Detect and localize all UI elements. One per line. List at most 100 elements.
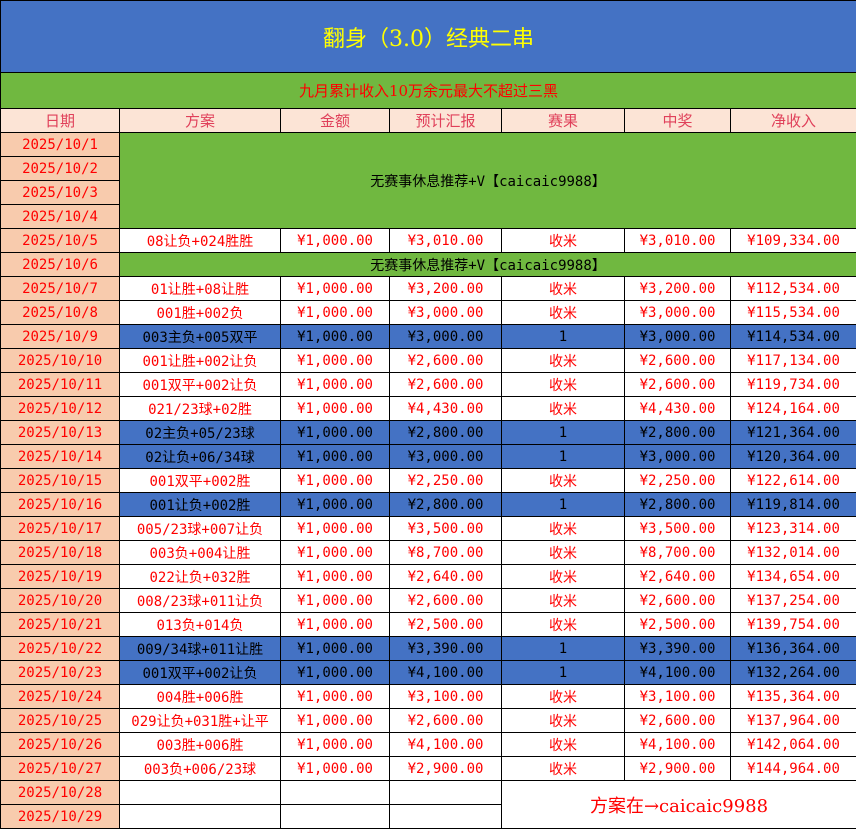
amount-cell: ¥1,000.00 [280, 444, 390, 469]
result-cell: 收米 [501, 228, 625, 253]
table-row-empty: 2025/10/29 [0, 804, 856, 829]
result-cell: 1 [501, 324, 625, 349]
table-row-rest: 2025/10/2 [0, 156, 856, 181]
date-cell: 2025/10/21 [0, 612, 120, 637]
date-cell: 2025/10/3 [0, 180, 120, 205]
expected-cell [389, 780, 502, 805]
expected-cell: ¥3,200.00 [389, 276, 502, 301]
amount-cell [280, 804, 390, 829]
plan-cell: 01让胜+08让胜 [119, 276, 281, 301]
expected-cell: ¥4,100.00 [389, 660, 502, 685]
table-row: 2025/10/5 08让负+024胜胜 ¥1,000.00 ¥3,010.00 收米 ¥… [0, 228, 856, 253]
plan-cell: 022让负+032胜 [119, 564, 281, 589]
date-cell: 2025/10/23 [0, 660, 120, 685]
expected-cell: ¥3,100.00 [389, 684, 502, 709]
plan-cell: 003主负+005双平 [119, 324, 281, 349]
plan-cell: 003负+006/23球 [119, 756, 281, 781]
expected-cell [389, 804, 502, 829]
plan-cell [119, 804, 281, 829]
header-result: 赛果 [501, 108, 625, 133]
date-cell: 2025/10/13 [0, 420, 120, 445]
date-cell: 2025/10/7 [0, 276, 120, 301]
net-cell: ¥139,754.00 [729, 612, 856, 637]
win-cell: ¥3,100.00 [624, 684, 731, 709]
win-cell: ¥2,600.00 [624, 588, 731, 613]
table-row-empty: 2025/10/28 方案在→caicaic9988 [0, 780, 856, 829]
net-cell: ¥112,534.00 [729, 276, 856, 301]
net-cell: ¥117,134.00 [729, 348, 856, 373]
date-cell: 2025/10/22 [0, 636, 120, 661]
date-cell: 2025/10/9 [0, 324, 120, 349]
win-cell: ¥2,250.00 [624, 468, 731, 493]
date-cell: 2025/10/27 [0, 756, 120, 781]
amount-cell: ¥1,000.00 [280, 540, 390, 565]
plan-cell: 005/23球+007让负 [119, 516, 281, 541]
amount-cell: ¥1,000.00 [280, 636, 390, 661]
expected-cell: ¥2,600.00 [389, 708, 502, 733]
amount-cell: ¥1,000.00 [280, 564, 390, 589]
win-cell: ¥2,800.00 [624, 492, 731, 517]
expected-cell: ¥2,600.00 [389, 588, 502, 613]
net-cell: ¥136,364.00 [729, 636, 856, 661]
net-cell: ¥124,164.00 [729, 396, 856, 421]
header-expected: 预计汇报 [389, 108, 502, 133]
table-row-rest: 2025/10/1 无赛事休息推荐+V【caicaic9988】 [0, 132, 856, 229]
win-cell: ¥2,600.00 [624, 372, 731, 397]
date-cell: 2025/10/25 [0, 708, 120, 733]
date-cell: 2025/10/17 [0, 516, 120, 541]
plan-cell: 001双平+002胜 [119, 468, 281, 493]
amount-cell: ¥1,000.00 [280, 276, 390, 301]
win-cell: ¥3,390.00 [624, 636, 731, 661]
win-cell: ¥2,800.00 [624, 420, 731, 445]
result-cell: 收米 [501, 564, 625, 589]
plan-cell: 02主负+05/23球 [119, 420, 281, 445]
win-cell: ¥3,000.00 [624, 324, 731, 349]
date-cell: 2025/10/2 [0, 156, 120, 181]
win-cell: ¥4,430.00 [624, 396, 731, 421]
rest-notice: 无赛事休息推荐+V【caicaic9988】 [118, 132, 856, 229]
table-row: 2025/10/20 008/23球+011让负 ¥1,000.00 ¥2,600.0… [0, 588, 856, 613]
result-cell: 收米 [501, 396, 625, 421]
amount-cell [280, 780, 390, 805]
result-cell: 收米 [501, 372, 625, 397]
table-row: 2025/10/7 01让胜+08让胜 ¥1,000.00 ¥3,200.00 收米 ¥3… [0, 276, 856, 301]
net-cell: ¥122,614.00 [729, 468, 856, 493]
win-cell: ¥2,600.00 [624, 348, 731, 373]
win-cell: ¥2,900.00 [624, 756, 731, 781]
amount-cell: ¥1,000.00 [280, 708, 390, 733]
amount-cell: ¥1,000.00 [280, 588, 390, 613]
amount-cell: ¥1,000.00 [280, 372, 390, 397]
amount-cell: ¥1,000.00 [280, 684, 390, 709]
plan-cell: 08让负+024胜胜 [119, 228, 281, 253]
net-cell: ¥132,014.00 [729, 540, 856, 565]
subtitle-banner: 九月累计收入10万余元最大不超过三黑 [0, 72, 856, 109]
date-cell: 2025/10/1 [0, 132, 120, 157]
table-row: 2025/10/24 004胜+006胜 ¥1,000.00 ¥3,100.00 收米 ¥… [0, 684, 856, 709]
net-cell: ¥137,254.00 [729, 588, 856, 613]
table-row: 2025/10/9 003主负+005双平 ¥1,000.00 ¥3,000.00 1 ¥… [0, 324, 856, 349]
result-cell: 1 [501, 660, 625, 685]
date-cell: 2025/10/5 [0, 228, 120, 253]
plan-cell: 001双平+002让负 [119, 372, 281, 397]
amount-cell: ¥1,000.00 [280, 420, 390, 445]
table-row: 2025/10/11 001双平+002让负 ¥1,000.00 ¥2,600.00 收… [0, 372, 856, 397]
expected-cell: ¥3,000.00 [389, 324, 502, 349]
expected-cell: ¥3,000.00 [389, 444, 502, 469]
amount-cell: ¥1,000.00 [280, 468, 390, 493]
expected-cell: ¥3,500.00 [389, 516, 502, 541]
table-row: 2025/10/16 001让负+002胜 ¥1,000.00 ¥2,800.00 1 ¥… [0, 492, 856, 517]
plan-cell: 004胜+006胜 [119, 684, 281, 709]
date-cell: 2025/10/19 [0, 564, 120, 589]
table-row: 2025/10/14 02让负+06/34球 ¥1,000.00 ¥3,000.00 1… [0, 444, 856, 469]
date-cell: 2025/10/8 [0, 300, 120, 325]
net-cell: ¥115,534.00 [729, 300, 856, 325]
date-cell: 2025/10/4 [0, 204, 120, 229]
result-cell: 收米 [501, 276, 625, 301]
expected-cell: ¥2,640.00 [389, 564, 502, 589]
header-amount: 金额 [280, 108, 390, 133]
plan-cell: 001胜+002负 [119, 300, 281, 325]
result-cell: 收米 [501, 588, 625, 613]
win-cell: ¥4,100.00 [624, 660, 731, 685]
header-row: 日期 方案 金额 预计汇报 赛果 中奖 净收入 [0, 108, 856, 133]
